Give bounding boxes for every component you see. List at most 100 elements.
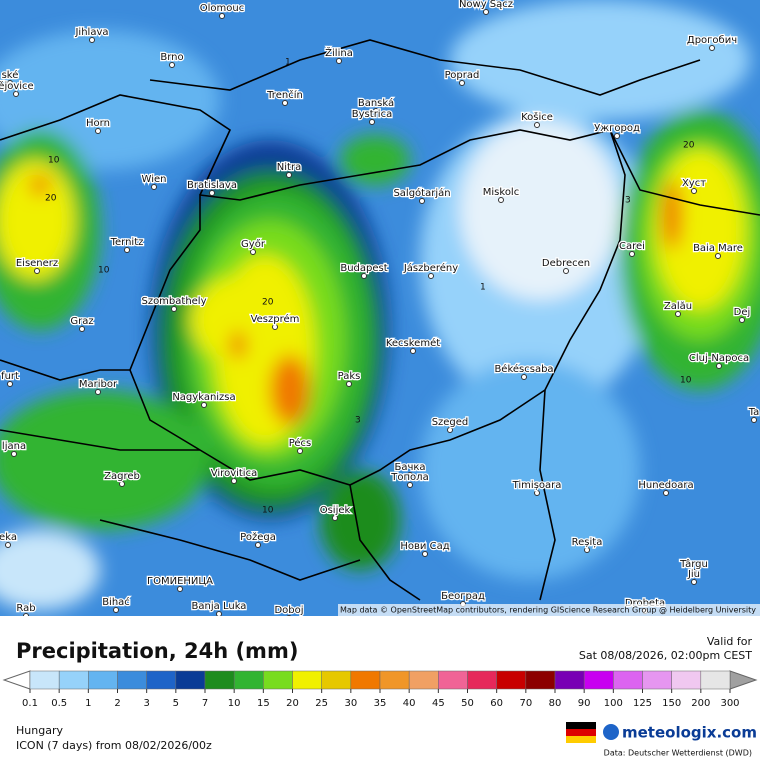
- legend-tick-label: 200: [691, 698, 710, 709]
- city-dot: [361, 273, 367, 279]
- city-dot: [79, 326, 85, 332]
- contour-label: 10: [262, 506, 274, 516]
- legend-tick-label: 15: [257, 698, 270, 709]
- contour-label: 3: [355, 416, 361, 426]
- city-label: Košice: [521, 111, 553, 123]
- city-dot: [675, 311, 681, 317]
- city-dot: [169, 62, 175, 68]
- city-dot: [332, 515, 338, 521]
- city-label: Дрогобич: [687, 35, 737, 46]
- city-label: Nowy Sącz: [459, 0, 513, 10]
- legend-swatch: [438, 670, 468, 690]
- city-dot: [255, 542, 261, 548]
- city-dot: [250, 249, 256, 255]
- city-label: Szeged: [432, 417, 469, 428]
- legend-swatch: [671, 670, 702, 690]
- city-label: Hunedoara: [638, 480, 693, 491]
- city-label: Београд: [441, 591, 485, 602]
- city-label: Timișoara: [512, 480, 562, 491]
- city-dot: [171, 306, 177, 312]
- legend-swatch: [292, 670, 322, 690]
- city-dot: [216, 611, 222, 616]
- city-dot: [13, 91, 19, 97]
- brand-logo: [603, 724, 619, 740]
- contour-label: 10: [680, 376, 692, 386]
- city-dot: [663, 490, 669, 496]
- city-label: Baia Mare: [693, 243, 743, 254]
- legend-swatch: [496, 670, 527, 690]
- city-dot: [739, 317, 745, 323]
- city-dot: [369, 119, 375, 125]
- model-run: ICON (7 days) from 08/02/2026/00z: [16, 739, 212, 752]
- city-dot: [534, 122, 540, 128]
- city-label: Brno: [160, 52, 183, 63]
- contour-label: 1: [285, 58, 291, 68]
- city-label: ské: [2, 69, 19, 81]
- city-dot: [534, 490, 540, 496]
- city-dot: [7, 80, 13, 86]
- legend-swatch: [613, 670, 643, 690]
- city-label: ГОМИЕНИЦА: [147, 576, 213, 587]
- city-dot: [629, 251, 635, 257]
- city-dot: [428, 273, 434, 279]
- city-dot: [113, 607, 119, 613]
- city-label: Wien: [142, 174, 167, 185]
- city-label: Dej: [734, 307, 751, 318]
- city-dot: [410, 348, 416, 354]
- city-dot: [419, 198, 425, 204]
- city-dot: [34, 268, 40, 274]
- legend-tick-label: 50: [461, 698, 474, 709]
- legend-tick-label: 300: [720, 698, 739, 709]
- city-dot: [286, 172, 292, 178]
- legend-tick-label: 70: [519, 698, 532, 709]
- city-label: Carei: [619, 241, 645, 252]
- legend-swatch: [408, 670, 439, 690]
- city-label: Horn: [86, 118, 110, 129]
- city-label: Osijek: [320, 505, 351, 516]
- legend-tick-label: 125: [633, 698, 652, 709]
- city-label: Bihać: [102, 596, 130, 608]
- valid-time: Sat 08/08/2026, 02:00pm CEST: [579, 649, 752, 662]
- brand: meteologix.com: [622, 724, 757, 742]
- city-label: Veszprém: [251, 313, 300, 325]
- valid-label: Valid for: [707, 635, 753, 648]
- legend-tick-label: 150: [662, 698, 681, 709]
- city-dot: [282, 100, 288, 106]
- city-label: Debrecen: [542, 258, 590, 269]
- region: Hungary: [16, 724, 63, 737]
- city-dot: [751, 417, 757, 423]
- city-label: Győr: [241, 238, 266, 250]
- legend-tick-label: 2: [114, 698, 120, 709]
- city-label: Бачка: [394, 462, 425, 473]
- attribution-background: [338, 604, 760, 616]
- city-label: Ternitz: [110, 237, 144, 248]
- legend-tick-label: 45: [432, 698, 445, 709]
- city-label: Salgótarján: [393, 187, 450, 199]
- city-label: Ta: [748, 407, 760, 418]
- legend-swatch: [204, 670, 235, 690]
- legend-tick-label: 90: [578, 698, 591, 709]
- legend-tick-label: 35: [374, 698, 387, 709]
- contour-label: 3: [625, 196, 631, 206]
- city-label: Jászberény: [403, 262, 458, 274]
- city-label: Banja Luka: [192, 601, 247, 612]
- precip-field: [0, 0, 760, 610]
- city-label: Bratislava: [187, 180, 237, 191]
- legend-tick-label: 0.5: [51, 698, 67, 709]
- city-label: Paks: [338, 371, 361, 382]
- city-dot: [614, 133, 620, 139]
- legend-swatch: [583, 670, 614, 690]
- legend-swatch: [117, 670, 147, 690]
- legend-swatch: [29, 670, 60, 690]
- city-label: Olomouc: [200, 3, 244, 14]
- city-label: Pécs: [289, 437, 312, 449]
- city-label: Banská: [358, 97, 394, 109]
- city-label: Târgu: [679, 558, 708, 570]
- city-label: Zalău: [664, 301, 692, 312]
- city-label: Békéscsaba: [494, 363, 553, 375]
- legend-swatch: [554, 670, 585, 690]
- city-dot: [5, 542, 11, 548]
- city-label: Хуст: [682, 178, 706, 189]
- legend-swatch: [700, 670, 731, 690]
- city-label: Graz: [70, 316, 93, 327]
